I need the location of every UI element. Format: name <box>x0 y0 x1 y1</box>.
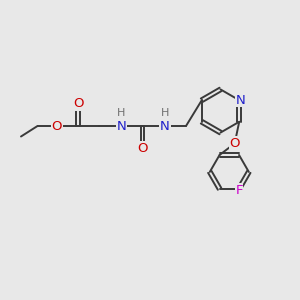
Text: H: H <box>161 108 169 118</box>
Text: O: O <box>230 137 240 150</box>
Text: N: N <box>236 94 246 107</box>
Text: H: H <box>117 108 126 118</box>
Text: O: O <box>137 142 148 155</box>
Text: O: O <box>52 119 62 133</box>
Text: N: N <box>160 119 170 133</box>
Text: F: F <box>235 184 243 197</box>
Text: O: O <box>73 97 83 110</box>
Text: N: N <box>117 119 126 133</box>
